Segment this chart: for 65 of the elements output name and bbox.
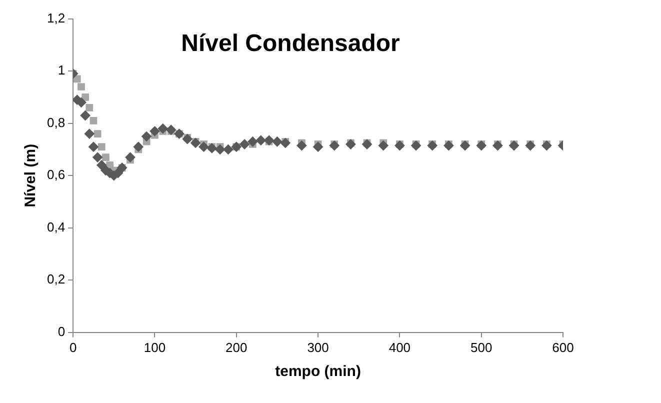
point [190,138,201,148]
y-axis-title: Nível (m) [22,144,40,208]
point [102,154,110,161]
point [80,110,90,120]
point [223,144,234,154]
point [215,144,226,154]
point [248,136,258,147]
point [133,142,144,152]
y-tick-label: 0 [58,324,66,339]
point [198,142,209,152]
x-tick-label: 300 [307,340,329,355]
point [280,138,290,148]
point [427,140,438,151]
point [313,142,324,152]
point [411,140,422,151]
x-tick-label: 500 [470,340,492,355]
y-tick-label: 1,2 [46,10,66,26]
point [76,97,86,108]
point [296,140,307,151]
point [460,140,470,151]
point [84,128,94,139]
point [78,83,85,90]
point [492,140,503,151]
y-tick-label: 0,2 [46,272,66,287]
point [509,140,520,151]
point [86,104,94,112]
point [378,140,388,151]
point [73,75,81,83]
point [150,126,160,136]
point [525,140,536,151]
point [92,152,103,162]
point [96,160,107,170]
x-tick-label: 0 [69,340,77,355]
text: Nível Condensador [181,30,400,58]
x-tick-label: 400 [388,340,411,355]
point [166,124,176,135]
point [346,139,356,150]
point [394,140,405,151]
y-tick-label: 0,6 [46,167,66,182]
x-tick-label: 100 [144,340,166,355]
x-tick-label: 200 [226,340,248,355]
point [264,135,274,146]
point [88,142,98,152]
point [542,140,552,151]
point [125,152,136,162]
y-tick-label: 0,8 [46,114,66,130]
point [362,139,372,150]
point [206,143,217,154]
point [329,140,340,151]
point [256,135,266,146]
y-tick-label: 0,4 [46,219,66,234]
point [142,131,152,142]
point [272,136,282,147]
point [476,140,486,151]
point [240,139,250,150]
point [90,117,98,124]
point [182,134,192,144]
point [94,130,102,138]
y-tick-label: 1 [58,62,66,78]
x-axis-title: tempo (min) [275,363,361,380]
point [98,143,106,151]
point [158,124,168,134]
x-tick-label: 600 [552,340,574,355]
point [444,140,454,151]
point [82,94,89,101]
